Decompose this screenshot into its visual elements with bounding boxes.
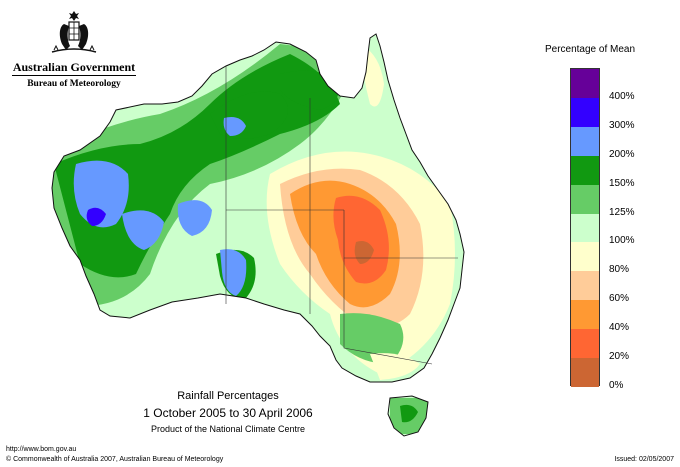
legend-label: 100% [609,235,635,247]
legend-swatch [571,126,599,156]
bom-url: http://www.bom.gov.au [6,446,77,453]
legend-label: 20% [609,351,630,363]
legend-label: 80% [609,264,630,276]
legend-colorbar [570,68,600,388]
legend-swatch [571,300,599,330]
legend-swatch [571,155,599,185]
legend-label: 125% [609,206,635,218]
copyright-notice: © Commonwealth of Australia 2007, Austra… [6,456,224,463]
legend-label: 40% [609,322,630,334]
legend-label: 400% [609,90,635,102]
caption-credit: Product of the National Climate Centre [150,424,306,434]
legend-label: 300% [609,119,635,131]
legend-label: 0% [609,380,624,391]
caption-title: Rainfall Percentages [177,390,279,402]
legend-swatch [571,69,599,98]
issued-date: Issued: 02/05/2007 [614,456,674,463]
legend-label: 60% [609,293,630,305]
legend-label: 150% [609,177,635,189]
legend-title: Percentage of Mean [544,44,636,55]
legend-swatch [571,97,599,127]
bureau-title: Bureau of Meteorology [27,79,121,89]
map-caption: Rainfall Percentages 1 October 2005 to 3… [118,388,338,436]
legend-label: 200% [609,148,635,160]
state-borders [225,66,458,365]
government-title: Australian Government [12,60,136,74]
legend-swatch [571,213,599,243]
coat-of-arms-icon [51,11,97,53]
rainfall-map [51,33,465,437]
legend-swatch [571,184,599,214]
legend-swatch [571,329,599,359]
legend-swatch [571,358,599,388]
legend-swatch [571,271,599,301]
caption-dates: 1 October 2005 to 30 April 2006 [143,406,313,420]
legend-swatch [571,242,599,272]
header-divider [12,75,136,76]
